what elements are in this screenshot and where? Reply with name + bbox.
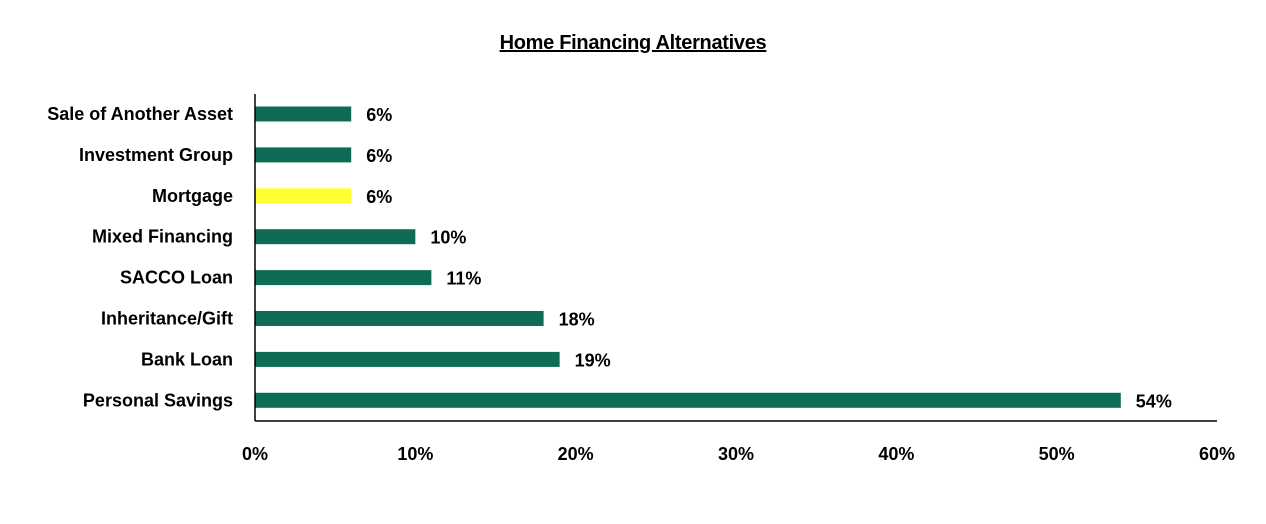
category-label: Bank Loan <box>141 349 233 369</box>
data-label: 10% <box>430 228 466 248</box>
bar <box>255 392 1121 408</box>
bar <box>255 351 560 367</box>
category-label: Personal Savings <box>83 390 233 410</box>
bar <box>255 229 416 245</box>
data-label: 18% <box>559 310 595 330</box>
bar <box>255 106 352 122</box>
category-label: SACCO Loan <box>120 268 233 288</box>
axes-layer <box>254 94 1217 422</box>
data-label: 19% <box>575 350 611 370</box>
x-tick-label: 30% <box>718 444 754 464</box>
data-label: 6% <box>366 146 392 166</box>
x-tick-label: 10% <box>397 444 433 464</box>
category-label: Mortgage <box>152 186 233 206</box>
bar <box>255 311 544 326</box>
x-tick-label: 40% <box>878 444 914 464</box>
bars-layer <box>255 106 1121 408</box>
labels-layer: Sale of Another Asset 6% Investment Group 6… <box>47 104 1235 464</box>
x-tick-label: 20% <box>558 444 594 464</box>
x-tick-label: 50% <box>1039 444 1075 464</box>
category-label: Investment Group <box>79 145 233 165</box>
data-label: 54% <box>1136 391 1172 411</box>
bar <box>255 188 352 204</box>
data-label: 11% <box>446 269 481 289</box>
category-label: Sale of Another Asset <box>47 104 233 124</box>
category-label: Mixed Financing <box>92 227 233 247</box>
category-label: Inheritance/Gift <box>101 309 233 329</box>
data-label: 6% <box>366 105 392 125</box>
x-tick-label: 60% <box>1199 444 1235 464</box>
x-tick-label: 0% <box>242 444 268 464</box>
chart-title: Home Financing Alternatives <box>499 32 767 54</box>
bar <box>255 270 432 286</box>
bar <box>255 147 352 163</box>
data-label: 6% <box>366 187 392 207</box>
